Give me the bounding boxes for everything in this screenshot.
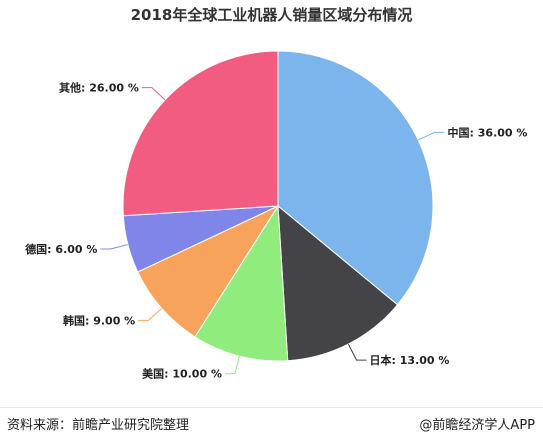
pie-slice-3 [137,204,280,338]
connector-2 [224,356,240,375]
slice-label-0: 中国: 36.00 % [448,125,528,139]
pie-slice-2 [194,204,289,362]
slice-label-1: 日本: 13.00 % [370,353,450,367]
connector-1 [347,343,367,361]
slice-label-3: 韩国: 9.00 % [63,313,135,327]
pie-chart: 中国: 36.00 % 日本: 13.00 % 美国: 10.00 % 韩国: 9.0… [24,50,527,381]
connector-0 [418,131,445,141]
pie-slice-1 [277,204,399,362]
connector-3 [138,308,163,321]
connector-5 [141,87,166,101]
brand-credit: @前瞻经济学人APP [419,418,535,433]
pie-slices [122,50,434,362]
pie-labels: 中国: 36.00 % 日本: 13.00 % 美国: 10.00 % 韩国: 9.0… [24,81,527,381]
source-note: 资料来源：前瞻产业研究院整理 [7,418,190,433]
slice-label-5: 其他: 26.00 % [59,81,139,95]
connector-4 [100,244,128,250]
chart-title: 2018年全球工业机器人销量区域分布情况 [130,6,413,24]
pie-slice-5 [122,50,279,217]
slice-label-2: 美国: 10.00 % [142,367,222,381]
footer: 资料来源：前瞻产业研究院整理 @前瞻经济学人APP [0,407,543,440]
slice-label-4: 德国: 6.00 % [24,242,97,256]
